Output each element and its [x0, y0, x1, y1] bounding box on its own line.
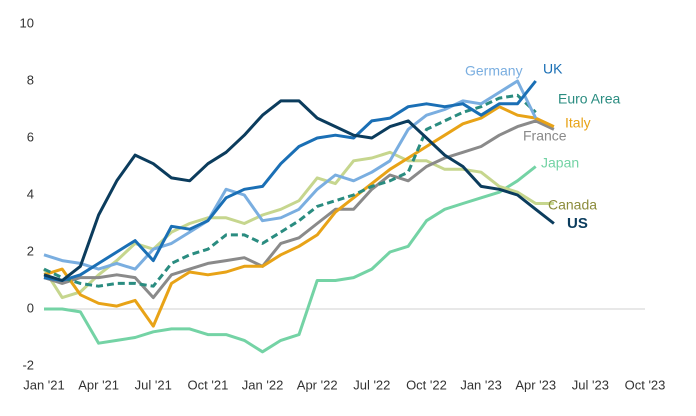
x-tick-label: Jul '22 — [353, 377, 390, 392]
x-tick-label: Jul '23 — [572, 377, 609, 392]
line — [43, 119, 555, 300]
x-tick-label: Apr '21 — [78, 377, 119, 392]
y-tick-label: 4 — [27, 186, 34, 201]
y-tick-label: 6 — [27, 129, 34, 144]
legend-label: Euro Area — [558, 91, 620, 107]
legend-label: Germany — [465, 63, 523, 79]
x-tick-label: Jan '22 — [242, 377, 284, 392]
legend-label: UK — [543, 61, 563, 77]
x-tick-label: Jul '21 — [135, 377, 172, 392]
legend-label: US — [567, 215, 588, 232]
x-tick-label: Oct '21 — [188, 377, 229, 392]
y-tick-label: 10 — [20, 15, 34, 30]
line — [42, 150, 554, 300]
x-tick-label: Apr '23 — [515, 377, 556, 392]
y-tick-label: 2 — [27, 243, 34, 258]
x-tick-label: Oct '22 — [406, 377, 447, 392]
legend-label: France — [523, 128, 567, 144]
line — [43, 105, 555, 328]
y-tick-label: 0 — [27, 300, 34, 315]
x-tick-label: Oct '23 — [625, 377, 666, 392]
legend-label: Canada — [548, 197, 597, 213]
x-tick-label: Jan '23 — [460, 377, 502, 392]
line — [44, 165, 537, 354]
y-tick-label: -2 — [22, 357, 34, 372]
x-tick-label: Apr '22 — [297, 377, 338, 392]
legend-label: Japan — [541, 155, 579, 171]
y-tick-label: 8 — [27, 72, 34, 87]
legend-label: Italy — [565, 115, 591, 131]
line — [43, 99, 555, 282]
line — [43, 80, 537, 282]
x-tick-label: Jan '21 — [23, 377, 65, 392]
